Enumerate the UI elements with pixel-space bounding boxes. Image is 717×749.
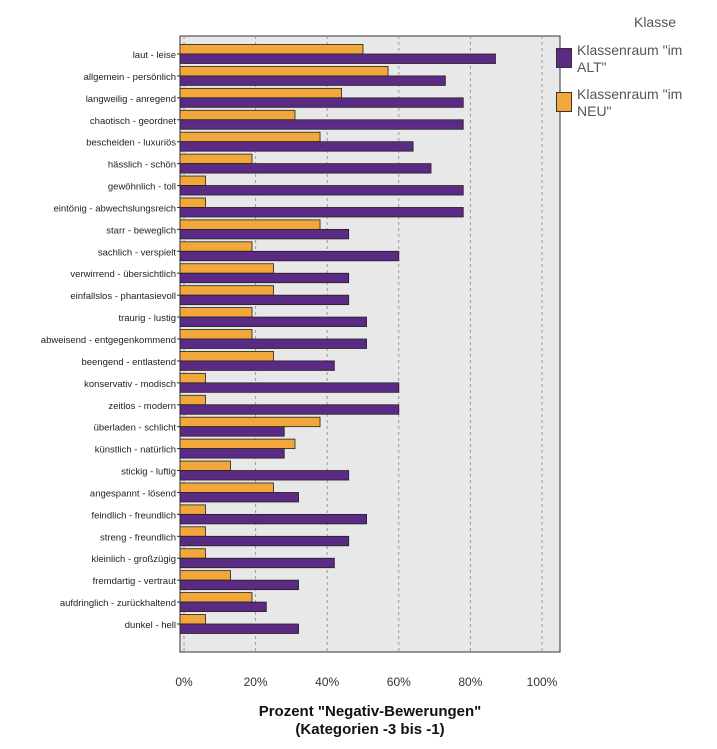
bar-neu <box>179 416 321 428</box>
y-category-label: verwirrend - übersichtlich <box>70 269 176 280</box>
legend-swatch-alt <box>556 48 572 68</box>
bar-neu <box>179 351 274 362</box>
x-tick-label: 60% <box>387 675 411 689</box>
bar-neu <box>179 307 253 318</box>
bar-alt <box>179 535 350 547</box>
y-category-label: einfallslos - phantasievoll <box>70 291 176 302</box>
bar-neu <box>179 131 321 143</box>
bar-alt <box>179 272 350 284</box>
bar-neu <box>179 109 296 121</box>
bar-neu <box>179 87 342 99</box>
bar-neu <box>179 526 206 537</box>
bar-neu <box>179 263 274 274</box>
y-category-label: fremdartig - vertraut <box>93 576 177 587</box>
y-category-label: stickig - luftig <box>121 467 176 478</box>
bar-neu <box>179 241 253 252</box>
y-category-label: gewöhnlich - toll <box>108 182 176 193</box>
bar-alt <box>179 294 350 306</box>
bar-alt <box>179 382 400 393</box>
y-category-label: bescheiden - luxuriös <box>86 138 176 149</box>
y-category-label: zeitlos - modern <box>108 401 176 412</box>
bar-neu <box>179 44 364 55</box>
y-category-label: eintönig - abwechslungsreich <box>53 203 176 214</box>
bar-alt <box>179 119 464 130</box>
legend-label-alt: Klassenraum "im ALT" <box>577 42 683 75</box>
bar-neu <box>179 219 321 230</box>
y-category-label: konservativ - modisch <box>84 379 176 390</box>
y-category-label: aufdringlich - zurückhaltend <box>60 598 176 609</box>
bar-alt <box>179 601 267 612</box>
bar-neu <box>179 460 231 471</box>
bar-alt <box>179 228 350 240</box>
y-category-label: feindlich - freundlich <box>92 510 177 521</box>
bar-alt <box>179 250 400 262</box>
bar-alt <box>179 404 400 415</box>
bar-neu <box>179 175 206 186</box>
bar-neu <box>179 548 206 559</box>
y-category-label: sachlich - verspielt <box>98 247 176 258</box>
x-tick-label: 20% <box>244 675 268 689</box>
bar-alt <box>179 448 285 459</box>
y-category-label: kleinlich - großzügig <box>92 554 176 565</box>
y-category-label: beengend - entlastend <box>81 357 176 368</box>
bar-alt <box>179 623 299 634</box>
x-axis-title-line1: Prozent "Negativ-Bewerungen" <box>258 703 482 720</box>
bar-alt <box>179 141 414 152</box>
bar-alt <box>179 513 367 525</box>
bar-alt <box>179 338 367 349</box>
bar-neu <box>179 504 206 515</box>
bar-alt <box>179 185 464 196</box>
bar-alt <box>179 97 464 108</box>
bar-neu <box>179 482 274 493</box>
y-category-label: starr - beweglich <box>106 225 176 236</box>
legend-item-neu: Klassenraum "im NEU" <box>556 86 714 120</box>
legend-swatch-neu <box>556 92 572 112</box>
y-category-label: streng - freundlich <box>100 532 176 543</box>
legend-label-neu: Klassenraum "im NEU" <box>577 86 683 119</box>
bar-neu <box>179 153 253 165</box>
y-category-label: allgemein - persönlich <box>84 72 176 83</box>
bar-neu <box>179 285 274 296</box>
x-tick-label: 80% <box>458 675 482 689</box>
bar-alt <box>179 492 299 503</box>
x-tick-label: 100% <box>527 675 558 689</box>
bar-alt <box>179 53 496 64</box>
bar-alt <box>179 426 285 437</box>
bar-alt <box>179 316 367 327</box>
y-category-label: künstlich - natürlich <box>95 445 176 456</box>
bar-alt <box>179 579 299 591</box>
bar-alt <box>179 163 432 174</box>
y-category-label: dunkel - hell <box>125 620 176 631</box>
bar-neu <box>179 372 206 384</box>
bar-neu <box>179 570 231 581</box>
y-category-label: langweilig - anregend <box>86 94 176 105</box>
bar-neu <box>179 592 253 603</box>
bar-alt <box>179 557 335 569</box>
bar-neu <box>179 66 389 77</box>
bar-alt <box>179 470 350 481</box>
bar-neu <box>179 197 206 208</box>
legend-item-alt: Klassenraum "im ALT" <box>556 42 714 76</box>
legend-title: Klasse <box>633 14 677 30</box>
y-category-label: angespannt - lösend <box>90 488 176 499</box>
x-axis-title: Prozent "Negativ-Bewerungen" (Kategorien… <box>180 703 560 739</box>
x-tick-label: 40% <box>315 675 339 689</box>
bar-alt <box>179 207 464 218</box>
legend: Klasse Klassenraum "im ALT" Klassenraum … <box>556 14 714 130</box>
x-tick-label: 0% <box>175 675 193 689</box>
bar-neu <box>179 394 206 406</box>
y-category-label: abweisend - entgegenkommend <box>41 335 176 346</box>
bar-alt <box>179 75 446 86</box>
y-category-label: laut - leise <box>133 50 176 61</box>
y-category-label: traurig - lustig <box>118 313 176 324</box>
y-category-label: chaotisch - geordnet <box>90 116 176 127</box>
bar-alt <box>179 360 335 371</box>
bar-neu <box>179 438 296 450</box>
bar-neu <box>179 329 253 340</box>
y-category-label: hässlich - schön <box>108 160 176 171</box>
bar-neu <box>179 614 206 625</box>
y-category-label: überladen - schlicht <box>94 423 177 434</box>
x-axis-title-line2: (Kategorien -3 bis -1) <box>295 721 445 738</box>
